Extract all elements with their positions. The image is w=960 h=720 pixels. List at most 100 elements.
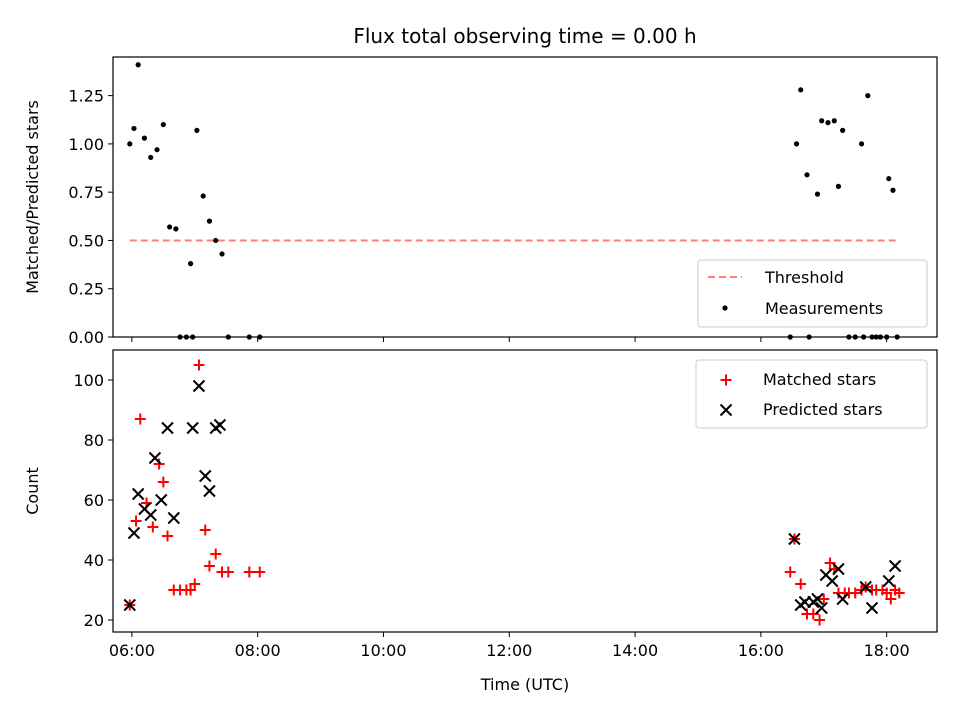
y-tick-label: 40 xyxy=(84,551,104,570)
predicted-stars-legend-swatch xyxy=(719,403,733,417)
matched-star-point xyxy=(134,413,146,425)
predicted-star-point xyxy=(199,469,212,483)
measurement-point xyxy=(187,261,194,267)
matched-star-point xyxy=(222,566,234,578)
measurements-legend-label: Measurements xyxy=(765,299,883,318)
measurement-point xyxy=(793,141,800,147)
x-tick-label: 16:00 xyxy=(738,641,784,660)
predicted-star-point-b xyxy=(203,484,216,498)
predicted-star-point-b xyxy=(123,598,136,612)
predicted-star-point xyxy=(859,580,872,594)
measurement-point xyxy=(173,226,179,232)
predicted-star-point xyxy=(167,511,181,525)
matched-star-point xyxy=(189,578,201,590)
threshold-legend-label: Threshold xyxy=(764,268,844,287)
predicted-star-point-b xyxy=(825,574,839,588)
y-tick-label: 100 xyxy=(73,371,104,390)
measurement-point xyxy=(831,118,837,124)
measurement-point xyxy=(200,193,206,199)
predicted-star-point-b xyxy=(832,562,845,576)
ratio-panel-ticks: 0.00 0.25 0.50 0.75 1.00 1.25 xyxy=(68,87,888,347)
predicted-star-point-b xyxy=(788,532,801,546)
measurement-point xyxy=(213,237,219,244)
predicted-star-point-b xyxy=(819,568,833,582)
predicted-star-point xyxy=(148,451,162,465)
y-tick-label: 80 xyxy=(84,431,104,450)
predicted-star-point-b xyxy=(836,592,849,606)
ratio-panel-marks xyxy=(127,62,900,340)
predicted-stars-legend-marker xyxy=(719,403,733,417)
ratio-panel-y-axis-label: Matched/Predicted stars xyxy=(23,100,42,294)
measurement-point xyxy=(154,147,160,153)
y-tick-label: 1.00 xyxy=(68,135,104,154)
y-tick-label: 20 xyxy=(84,611,104,630)
matched-stars-legend-swatch xyxy=(720,374,732,386)
y-tick-label: 0.25 xyxy=(68,280,104,299)
predicted-star-point xyxy=(186,421,199,435)
matched-star-point xyxy=(157,476,169,488)
measurement-point xyxy=(886,176,892,182)
predicted-star-point-b xyxy=(186,421,199,435)
measurements-legend-swatch xyxy=(722,305,728,311)
predicted-star-point-b xyxy=(815,601,828,615)
matched-star-point xyxy=(893,587,905,599)
predicted-star-point-b xyxy=(155,493,168,507)
predicted-star-point xyxy=(836,592,849,606)
y-tick-label: 1.25 xyxy=(68,87,104,106)
y-tick-label: 0.75 xyxy=(68,183,104,202)
measurement-point xyxy=(160,121,166,128)
count-panel: 20 40 60 80 100 06:00 08:00 10:00 12:00 14:00 16:0… xyxy=(23,349,938,694)
measurement-point xyxy=(804,172,810,178)
matched-star-point xyxy=(185,584,197,596)
measurement-point xyxy=(194,127,200,133)
matched-star-point xyxy=(795,578,807,590)
chart-title: Flux total observing time = 0.00 h xyxy=(353,24,696,48)
predicted-star-point xyxy=(865,601,879,615)
predicted-stars-legend-label: Predicted stars xyxy=(763,400,883,419)
predicted-star-point-b xyxy=(127,526,141,540)
predicted-star-point-b xyxy=(811,592,824,606)
predicted-star-point xyxy=(161,421,174,435)
predicted-star-point xyxy=(888,559,902,573)
x-axis-label: Time (UTC) xyxy=(480,675,569,694)
measurement-point xyxy=(865,93,871,99)
predicted-star-point-b xyxy=(131,487,145,501)
measurement-point xyxy=(148,154,154,161)
measurement-point xyxy=(135,62,141,68)
matched-star-point xyxy=(784,566,796,578)
x-tick-label: 12:00 xyxy=(486,641,532,660)
measurement-point xyxy=(858,141,865,147)
predicted-star-point xyxy=(144,508,157,522)
predicted-star-point xyxy=(155,493,168,507)
predicted-star-point xyxy=(127,526,141,540)
ratio-panel-frame xyxy=(112,56,938,338)
measurement-point xyxy=(127,141,133,147)
count-panel-legend: Matched stars Predicted stars xyxy=(695,359,928,429)
count-panel-frame xyxy=(112,349,938,633)
predicted-star-point-b xyxy=(167,511,181,525)
predicted-star-point-b xyxy=(192,379,206,393)
predicted-star-point-b xyxy=(199,469,212,483)
measurement-point xyxy=(798,87,804,93)
matched-star-point xyxy=(243,566,255,578)
predicted-star-point-b xyxy=(882,574,895,588)
matched-star-point xyxy=(818,593,830,605)
ratio-panel-legend-box xyxy=(697,259,928,328)
measurement-point xyxy=(825,120,831,126)
measurement-point xyxy=(167,224,173,230)
x-tick-label: 06:00 xyxy=(109,641,155,660)
predicted-star-point xyxy=(815,601,828,615)
predicted-star-point-b xyxy=(161,421,174,435)
matched-star-point xyxy=(153,458,165,470)
matched-star-point xyxy=(147,521,159,533)
measurement-point xyxy=(840,127,846,133)
matched-star-point xyxy=(254,566,266,578)
matched-star-point xyxy=(130,515,142,527)
predicted-star-point xyxy=(788,532,801,546)
matched-star-point xyxy=(885,593,897,605)
measurement-point xyxy=(890,187,896,193)
matched-star-point xyxy=(814,614,826,626)
measurement-point xyxy=(219,251,225,257)
count-panel-ticks: 20 40 60 80 100 06:00 08:00 10:00 12:00 14:00 16:0… xyxy=(73,371,909,660)
